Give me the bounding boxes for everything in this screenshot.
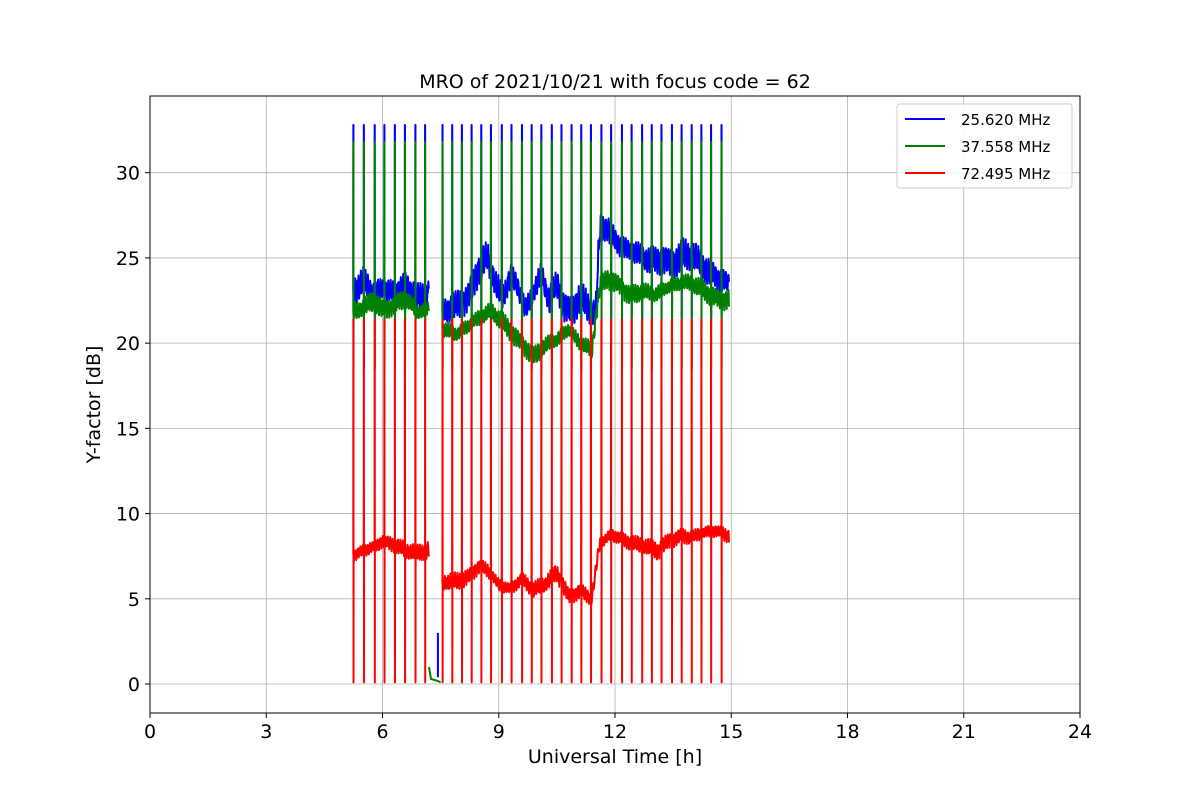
x-tick-label: 12 bbox=[603, 721, 627, 743]
x-tick-label: 3 bbox=[260, 721, 272, 743]
x-axis-label: Universal Time [h] bbox=[528, 746, 702, 768]
y-tick-label: 30 bbox=[116, 163, 140, 185]
x-tick-label: 18 bbox=[835, 721, 859, 743]
y-tick-label: 20 bbox=[116, 333, 140, 355]
legend: 25.620 MHz 37.558 MHz 72.495 MHz bbox=[896, 103, 1073, 189]
y-tick-label: 25 bbox=[116, 248, 140, 270]
series-line bbox=[441, 318, 730, 684]
x-tick-label: 9 bbox=[493, 721, 505, 743]
x-tick-label: 15 bbox=[719, 721, 743, 743]
y-tick-label: 15 bbox=[116, 418, 140, 440]
ticks: 0 3 6 9 12 15 18 21 24 0 5 10 15 20 25 30 bbox=[116, 163, 1092, 743]
x-tick-label: 6 bbox=[376, 721, 388, 743]
x-tick-label: 21 bbox=[952, 721, 976, 743]
series-line bbox=[441, 141, 730, 370]
series-line bbox=[352, 318, 430, 684]
plot-area bbox=[352, 123, 730, 684]
y-tick-label: 10 bbox=[116, 504, 140, 526]
y-axis-label: Y-factor [dB] bbox=[83, 346, 105, 465]
x-tick-label: 24 bbox=[1068, 721, 1092, 743]
series-line bbox=[352, 141, 430, 370]
series-72495 bbox=[352, 318, 730, 684]
legend-box bbox=[896, 103, 1073, 189]
x-tick-label: 0 bbox=[144, 721, 156, 743]
legend-label: 37.558 MHz bbox=[961, 138, 1050, 156]
y-tick-label: 0 bbox=[128, 674, 140, 696]
legend-label: 72.495 MHz bbox=[961, 165, 1050, 183]
series-37558 bbox=[352, 141, 730, 370]
y-tick-label: 5 bbox=[128, 589, 140, 611]
chart-title: MRO of 2021/10/21 with focus code = 62 bbox=[419, 71, 811, 93]
gap-artifact-green bbox=[428, 666, 442, 684]
legend-label: 25.620 MHz bbox=[961, 111, 1050, 129]
